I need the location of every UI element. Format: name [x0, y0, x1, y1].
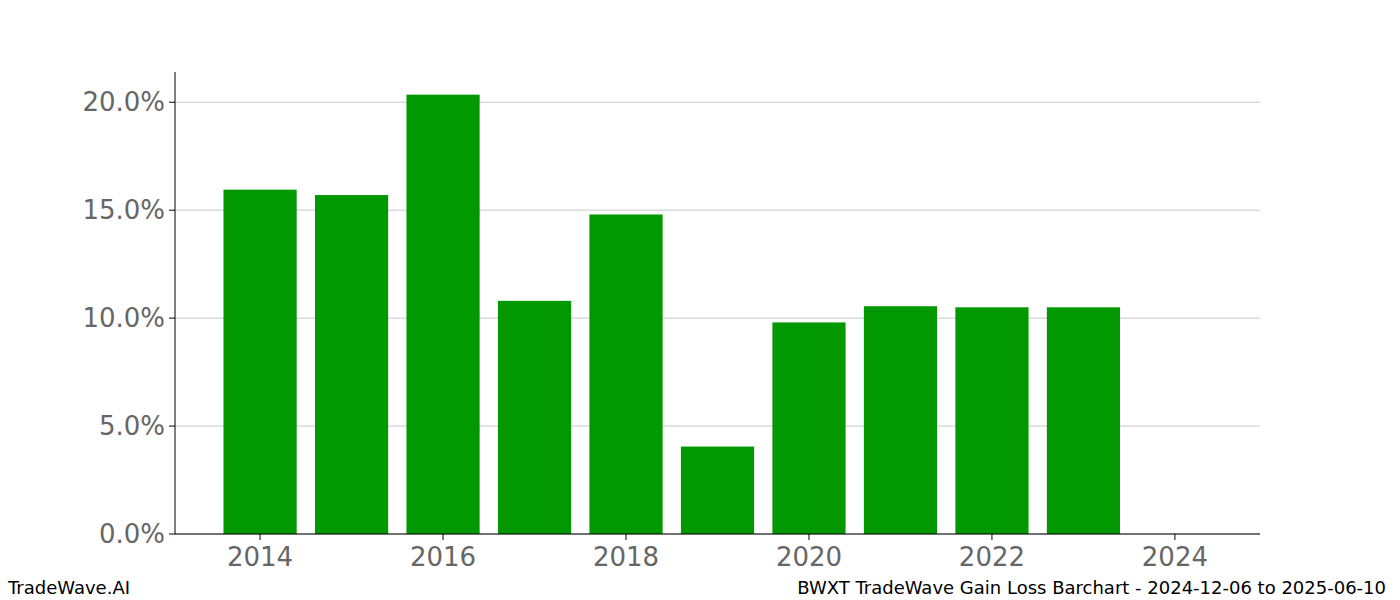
bar	[406, 95, 479, 534]
y-tick	[169, 534, 175, 535]
bar	[772, 322, 845, 534]
y-tick-label: 5.0%	[99, 411, 165, 441]
bar	[223, 190, 296, 534]
y-tick-label: 10.0%	[82, 303, 165, 333]
x-tick-label: 2022	[959, 542, 1025, 572]
y-tick	[169, 102, 175, 103]
x-axis-line	[175, 534, 1260, 535]
grid-line	[175, 102, 1260, 103]
bars	[223, 95, 1120, 534]
x-tick	[260, 534, 261, 540]
chart-container: 0.0% 5.0% 10.0% 15.0% 20.0% 2014 2016 2018 2020 2…	[0, 0, 1400, 600]
y-tick	[169, 426, 175, 427]
x-tick	[991, 534, 992, 540]
y-tick	[169, 318, 175, 319]
bar	[955, 307, 1028, 534]
y-tick-label: 20.0%	[82, 87, 165, 117]
bar	[315, 195, 388, 534]
x-tick-label: 2014	[227, 542, 293, 572]
x-tick	[1174, 534, 1175, 540]
bar	[864, 306, 937, 534]
y-tick-label: 15.0%	[82, 195, 165, 225]
annotation: TradeWave.AI	[7, 577, 130, 598]
grid-line	[175, 534, 1260, 535]
chart-svg: 0.0% 5.0% 10.0% 15.0% 20.0% 2014 2016 2018 2020 2…	[0, 0, 1400, 600]
bar	[681, 447, 754, 534]
title: BWXT TradeWave Gain Loss Barchart - 2024…	[797, 577, 1386, 598]
x-tick	[626, 534, 627, 540]
x-tick-label: 2016	[410, 542, 476, 572]
y-tick	[169, 210, 175, 211]
x-tick	[808, 534, 809, 540]
y-tick-label: 0.0%	[99, 519, 165, 549]
x-tick-label: 2018	[593, 542, 659, 572]
x-tick-label: 2020	[776, 542, 842, 572]
x-tick-label: 2024	[1142, 542, 1208, 572]
bar	[498, 301, 571, 534]
bar	[589, 214, 662, 534]
y-axis-line	[175, 72, 176, 534]
x-tick	[443, 534, 444, 540]
bar	[1047, 307, 1120, 534]
